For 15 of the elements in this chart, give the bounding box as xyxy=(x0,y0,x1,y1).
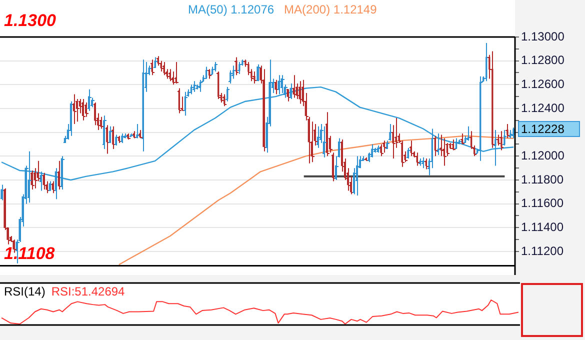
text: 1.12228 xyxy=(521,122,565,136)
text: MA(50) 1.12076 xyxy=(188,2,274,16)
y-tick-label: 1.12600 xyxy=(521,76,565,91)
y-tick-label: 1.11200 xyxy=(521,244,564,258)
y-tick-label: 1.11600 xyxy=(521,196,564,210)
text: RSI:51.42694 xyxy=(51,284,126,298)
y-tick-label: 1.12400 xyxy=(521,100,565,115)
y-tick-label: 1.12000 xyxy=(521,148,565,162)
text: 1.1300 xyxy=(4,11,57,30)
y-tick-label: 1.11800 xyxy=(521,172,564,186)
y-tick-label: 1.13000 xyxy=(521,29,565,44)
text: MA(200) 1.12149 xyxy=(284,2,378,16)
chart-title: RSI(14) xyxy=(4,284,46,298)
y-tick-label: 1.11400 xyxy=(521,220,564,234)
y-tick-label: 1.12800 xyxy=(521,53,565,68)
